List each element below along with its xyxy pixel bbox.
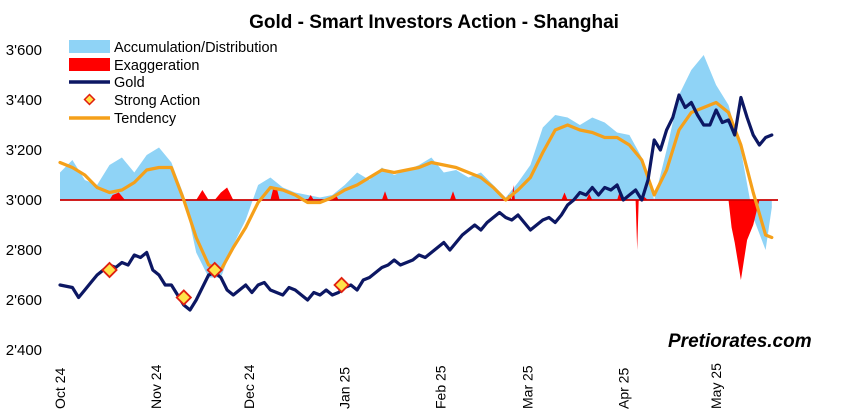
gold-line <box>58 93 774 312</box>
x-tick-label: Oct 24 <box>52 368 68 409</box>
x-tick-label: May 25 <box>708 363 724 409</box>
x-tick-label: Mar 25 <box>519 365 535 409</box>
y-axis: 2'400 2'600 2'800 3'000 3'200 3'400 3'600 <box>6 42 42 359</box>
strong-action-marker <box>206 261 224 279</box>
x-tick-label: Dec 24 <box>241 364 257 409</box>
legend-swatch-strong-action <box>83 93 96 106</box>
x-tick-label: Feb 25 <box>433 365 449 409</box>
x-tick-label: Apr 25 <box>615 368 631 409</box>
legend-label-gold: Gold <box>114 75 145 91</box>
x-axis: Oct 24 Nov 24 Dec 24 Jan 25 Feb 25 Mar 25 Apr … <box>52 363 724 409</box>
y-tick-label: 2'400 <box>6 342 42 359</box>
y-tick-label: 3'200 <box>6 142 42 159</box>
y-tick-label: 3'400 <box>6 92 42 109</box>
y-tick-label: 2'600 <box>6 292 42 309</box>
legend-swatch-exaggeration <box>69 58 110 71</box>
x-tick-label: Jan 25 <box>337 367 353 409</box>
plot-area <box>58 55 778 312</box>
strong-action-marker <box>175 289 193 306</box>
y-tick-label: 2'800 <box>6 242 42 259</box>
x-tick-label: Nov 24 <box>148 364 164 409</box>
legend-swatch-accumulation <box>69 40 110 53</box>
legend-label-strong-action: Strong Action <box>114 93 200 109</box>
chart-title: Gold - Smart Investors Action - Shanghai <box>249 12 619 33</box>
watermark: Pretiorates.com <box>668 331 812 352</box>
accumulation-distribution-area <box>60 55 772 278</box>
y-tick-label: 3'000 <box>6 192 42 209</box>
strong-action-marker <box>101 261 118 279</box>
legend: Accumulation/Distribution Exaggeration G… <box>69 40 278 127</box>
tendency-line <box>58 100 774 272</box>
y-tick-label: 3'600 <box>6 42 42 59</box>
legend-label-accumulation: Accumulation/Distribution <box>114 40 278 56</box>
legend-label-exaggeration: Exaggeration <box>114 58 199 74</box>
strong-action-marker <box>333 276 350 294</box>
legend-label-tendency: Tendency <box>114 111 177 127</box>
